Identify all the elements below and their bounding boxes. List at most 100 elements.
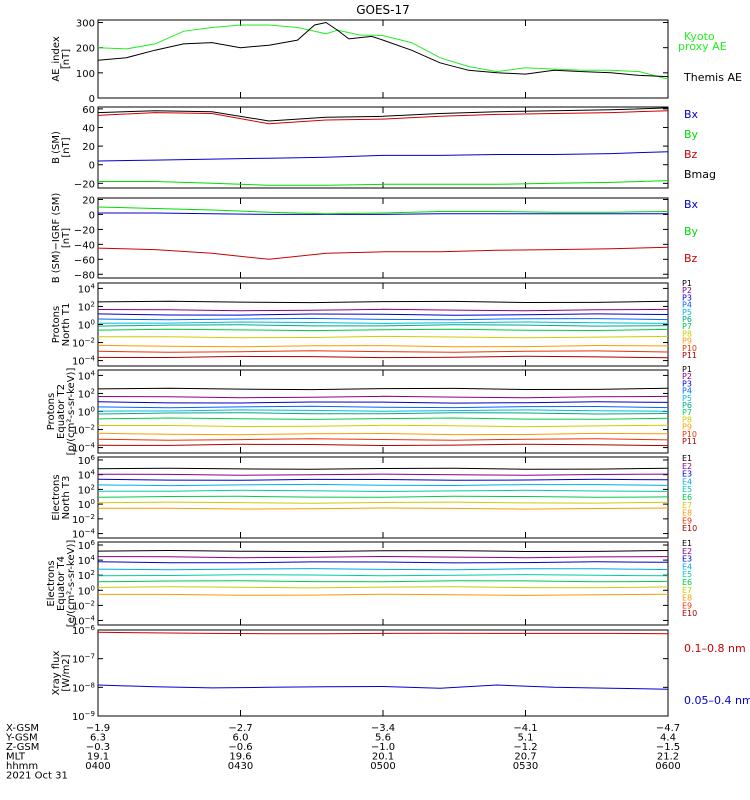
footer-value: 19.6 (229, 752, 251, 763)
legend-entry: 0.05–0.4 nm (684, 694, 750, 707)
legend-entry: E9 (682, 516, 692, 525)
channel-line (97, 417, 669, 420)
legend-entry: P5 (682, 308, 692, 317)
legend-entry: P1 (682, 365, 692, 374)
tick-base: 10 (78, 371, 91, 382)
legend-entry: P10 (682, 344, 697, 353)
y-axis-label: Equator T4 (56, 556, 67, 611)
channel-line (97, 387, 669, 391)
y-tick-label: 102 (78, 483, 95, 496)
y-tick-label: 102 (78, 387, 95, 400)
plot-title: GOES-17 (356, 3, 410, 17)
legend-entry: P3 (682, 379, 692, 388)
tick-base: 10 (72, 530, 85, 541)
legend-entry: E7 (682, 586, 692, 595)
panel-frame (97, 629, 669, 717)
y-axis-label: Equator T2 (56, 384, 67, 439)
tick-base: 10 (78, 556, 91, 567)
legend-entry: Bx (684, 198, 699, 211)
y-axis-label: Protons (51, 306, 62, 343)
legend-entry: E5 (682, 485, 692, 494)
footer-value: 20.1 (372, 752, 394, 763)
tick-exponent: −2 (85, 424, 95, 432)
tick-exponent: −2 (85, 513, 95, 521)
y-axis-label: [W/m2] (61, 654, 72, 691)
series-line (97, 246, 669, 260)
legend-entry: E4 (682, 477, 692, 486)
legend-entry: E8 (682, 509, 692, 518)
channel-line (97, 549, 669, 553)
legend-entry: E2 (682, 547, 692, 556)
footer-row-label: Z-GSM (6, 742, 39, 753)
legend-entry: 0.1–0.8 nm (684, 642, 746, 655)
footer-value: −4.1 (513, 723, 537, 734)
tick-exponent: 2 (91, 483, 95, 491)
panel-frame (97, 541, 669, 626)
legend-entry: E2 (682, 462, 692, 471)
legend-entry: E9 (682, 601, 692, 610)
legend-entry: P7 (682, 408, 692, 417)
tick-base: 10 (72, 683, 85, 694)
footer-row-label: 2021 Oct 31 (6, 771, 68, 782)
channel-line (97, 401, 669, 404)
channel-line (97, 300, 669, 304)
y-tick-label: 10−7 (72, 653, 95, 666)
channel-line (97, 321, 669, 324)
y-tick-label: 100 (78, 584, 95, 597)
y-tick-label: −20 (74, 179, 95, 190)
tick-exponent: −4 (85, 355, 96, 363)
y-tick-label: 10−6 (72, 624, 96, 637)
channel-line (97, 308, 669, 312)
y-tick-label: 60 (82, 105, 95, 116)
footer-value: −1.2 (513, 742, 537, 753)
legend-entry: P9 (682, 423, 692, 432)
legend-entry: P4 (682, 387, 692, 396)
channel-line (97, 467, 669, 470)
y-tick-label: 40 (82, 123, 95, 134)
legend-entry: P11 (682, 437, 697, 446)
channel-line (97, 483, 669, 487)
channel-line (98, 593, 669, 596)
panel-frame (97, 197, 669, 279)
tick-base: 10 (72, 601, 85, 612)
tick-exponent: 4 (91, 282, 96, 290)
legend-entry: P9 (682, 337, 692, 346)
series-line (97, 206, 669, 215)
legend-entry: E5 (682, 570, 692, 579)
y-tick-label: 10−4 (72, 355, 96, 368)
y-tick-label: 10−2 (72, 513, 95, 526)
footer-row-label: Y-GSM (5, 733, 38, 744)
panel-bsm: −20 0 20 40 60 B (SM) [nT] (51, 105, 669, 190)
y-tick-label: −40 (74, 240, 95, 251)
channel-line (97, 412, 669, 415)
legend-entry: Themis AE (683, 71, 742, 84)
series-line (97, 107, 669, 122)
tick-base: 10 (72, 339, 85, 350)
tick-base: 10 (78, 389, 91, 400)
y-tick-label: 100 (78, 319, 95, 332)
tick-base: 10 (72, 626, 85, 637)
legend-entry: P3 (682, 293, 692, 302)
legend-entry: proxy AE (678, 40, 727, 53)
legend-entry: Bmag (684, 168, 716, 181)
footer-value: 0430 (228, 761, 253, 772)
tick-exponent: 4 (91, 469, 96, 477)
legend-entry: P4 (682, 301, 692, 310)
channel-line (97, 350, 669, 353)
y-axis-label: North T1 (61, 303, 72, 347)
y-tick-label: 300 (76, 19, 95, 30)
footer-value: 0500 (370, 761, 395, 772)
footer-value: −1.0 (371, 742, 395, 753)
footer-value: 6.0 (233, 733, 249, 744)
y-axis-label: [nT] (61, 49, 72, 69)
channel-line (98, 507, 669, 510)
y-tick-label: 104 (78, 469, 96, 482)
y-tick-label: 20 (82, 142, 95, 153)
tick-base: 10 (78, 471, 91, 482)
y-axis-label: AE_index (51, 36, 62, 82)
y-tick-label: 100 (78, 406, 95, 419)
legend-entry: P2 (682, 286, 692, 295)
